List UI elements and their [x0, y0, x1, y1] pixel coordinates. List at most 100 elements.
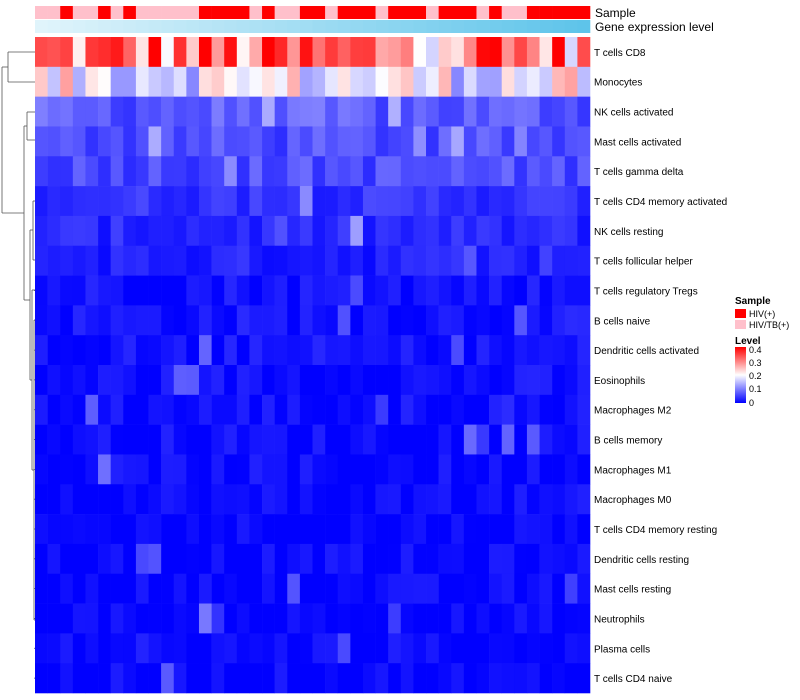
- sample-annotation-cell: [564, 6, 578, 19]
- heatmap-cell: [312, 66, 326, 97]
- heatmap-cell: [35, 126, 48, 157]
- heatmap-cell: [539, 245, 553, 276]
- sample-annotation-cell: [123, 6, 137, 19]
- heatmap-cell: [198, 484, 212, 515]
- heatmap-cell: [72, 66, 86, 97]
- heatmap-cell: [489, 275, 503, 306]
- heatmap-cell: [249, 96, 263, 127]
- heatmap-cell: [211, 484, 225, 515]
- heatmap-cell: [325, 66, 339, 97]
- heatmap-cell: [85, 603, 99, 634]
- heatmap-cell: [186, 305, 200, 336]
- heatmap-cell: [476, 543, 490, 575]
- heatmap-cell: [337, 573, 351, 604]
- sample-annotation-cell: [375, 6, 389, 19]
- heatmap-cell: [287, 96, 301, 127]
- heatmap-cell: [463, 365, 477, 396]
- heatmap-cell: [148, 633, 162, 664]
- heatmap-cell: [274, 365, 288, 396]
- heatmap-cell: [35, 663, 48, 694]
- heatmap-cell: [400, 394, 414, 425]
- heatmap-cell: [287, 335, 301, 366]
- heatmap-cell: [224, 365, 238, 396]
- heatmap-cell: [350, 215, 364, 247]
- heatmap-cell: [463, 394, 477, 425]
- heatmap-cell: [552, 394, 566, 425]
- heatmap-cell: [198, 305, 212, 336]
- heatmap-cell: [400, 484, 414, 515]
- heatmap-cell: [287, 543, 301, 575]
- row-label: B cells memory: [594, 436, 662, 447]
- heatmap-cell: [413, 603, 427, 634]
- heatmap-cell: [236, 66, 250, 97]
- heatmap-cell: [451, 573, 465, 604]
- heatmap-cell: [274, 454, 288, 485]
- heatmap-cell: [173, 66, 187, 97]
- heatmap-cell: [249, 484, 263, 515]
- heatmap-cell: [413, 215, 427, 247]
- heatmap-cell: [312, 365, 326, 396]
- heatmap-cell: [236, 633, 250, 664]
- heatmap-cell: [337, 215, 351, 247]
- heatmap-cell: [438, 305, 452, 336]
- heatmap-cell: [375, 663, 389, 694]
- heatmap-cell: [198, 245, 212, 276]
- heatmap-cell: [85, 573, 99, 604]
- heatmap-cell: [426, 484, 439, 515]
- heatmap-cell: [501, 66, 515, 97]
- heatmap-cell: [135, 603, 149, 634]
- sample-annotation-cell: [236, 6, 250, 19]
- heatmap-cell: [552, 96, 566, 127]
- heatmap-cell: [249, 394, 263, 425]
- heatmap-cell: [325, 543, 339, 575]
- heatmap-cell: [375, 365, 389, 396]
- heatmap-cell: [198, 186, 212, 217]
- heatmap-cell: [577, 365, 591, 396]
- heatmap-cell: [148, 275, 162, 306]
- heatmap-cell: [489, 543, 503, 575]
- heatmap-cell: [451, 96, 465, 127]
- heatmap-cell: [438, 514, 452, 545]
- heatmap-cell: [211, 126, 225, 157]
- heatmap-cell: [198, 514, 212, 545]
- heatmap-cell: [148, 454, 162, 485]
- heatmap-cell: [123, 514, 137, 545]
- heatmap-cell: [426, 215, 439, 247]
- heatmap-cell: [426, 96, 439, 127]
- heatmap-cell: [552, 454, 566, 485]
- heatmap-cell: [35, 215, 48, 247]
- heatmap-cell: [489, 484, 503, 515]
- heatmap-cell: [236, 394, 250, 425]
- heatmap-cell: [388, 424, 402, 455]
- sample-annotation-cell: [135, 6, 149, 19]
- heatmap-cell: [413, 454, 427, 485]
- heatmap-cell: [426, 543, 439, 575]
- heatmap-cell: [161, 514, 175, 545]
- row-label: T cells CD4 naive: [594, 674, 673, 685]
- heatmap-cell: [463, 424, 477, 455]
- heatmap-cell: [350, 186, 364, 217]
- heatmap-cell: [325, 156, 339, 187]
- sample-annotation-cell: [514, 6, 528, 19]
- heatmap-cell: [388, 514, 402, 545]
- heatmap-cell: [375, 66, 389, 97]
- heatmap-cell: [501, 275, 515, 306]
- heatmap-cell: [299, 663, 313, 694]
- heatmap-cell: [236, 37, 250, 68]
- heatmap-cell: [325, 335, 339, 366]
- heatmap-cell: [388, 365, 402, 396]
- heatmap-cell: [400, 633, 414, 664]
- heatmap-cell: [262, 126, 275, 157]
- heatmap-cell: [35, 573, 48, 604]
- heatmap-cell: [501, 543, 515, 575]
- heatmap-cell: [135, 424, 149, 455]
- heatmap-cell: [299, 305, 313, 336]
- heatmap-cell: [148, 96, 162, 127]
- sample-annotation-cell: [312, 6, 326, 19]
- heatmap-cell: [489, 573, 503, 604]
- heatmap-cell: [312, 663, 326, 694]
- heatmap-cell: [413, 305, 427, 336]
- heatmap-cell: [173, 484, 187, 515]
- heatmap-cell: [325, 484, 339, 515]
- heatmap-cell: [564, 275, 578, 306]
